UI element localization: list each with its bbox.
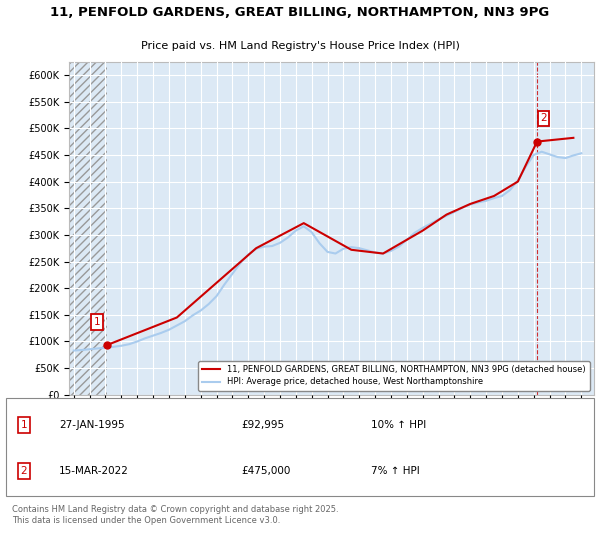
Text: 2: 2 bbox=[540, 113, 547, 123]
Text: 15-MAR-2022: 15-MAR-2022 bbox=[59, 466, 129, 476]
Text: 1: 1 bbox=[94, 317, 101, 327]
Text: 10% ↑ HPI: 10% ↑ HPI bbox=[371, 420, 426, 430]
Text: £92,995: £92,995 bbox=[241, 420, 284, 430]
Text: £475,000: £475,000 bbox=[241, 466, 290, 476]
Legend: 11, PENFOLD GARDENS, GREAT BILLING, NORTHAMPTON, NN3 9PG (detached house), HPI: : 11, PENFOLD GARDENS, GREAT BILLING, NORT… bbox=[198, 361, 590, 391]
Bar bbox=[69, 62, 107, 395]
Text: Contains HM Land Registry data © Crown copyright and database right 2025.
This d: Contains HM Land Registry data © Crown c… bbox=[12, 505, 338, 525]
Text: 7% ↑ HPI: 7% ↑ HPI bbox=[371, 466, 419, 476]
Text: Price paid vs. HM Land Registry's House Price Index (HPI): Price paid vs. HM Land Registry's House … bbox=[140, 41, 460, 51]
Text: 2: 2 bbox=[21, 466, 28, 476]
Text: 1: 1 bbox=[21, 420, 28, 430]
FancyBboxPatch shape bbox=[6, 398, 594, 496]
Text: 27-JAN-1995: 27-JAN-1995 bbox=[59, 420, 125, 430]
Text: 11, PENFOLD GARDENS, GREAT BILLING, NORTHAMPTON, NN3 9PG: 11, PENFOLD GARDENS, GREAT BILLING, NORT… bbox=[50, 6, 550, 20]
